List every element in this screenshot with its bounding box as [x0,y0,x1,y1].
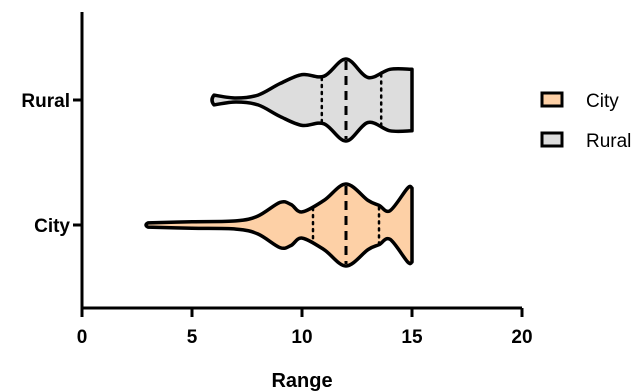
x-tick-label: 10 [291,327,312,348]
x-tick-label: 20 [511,327,532,348]
legend-swatch-city [540,91,564,108]
x-tick-label: 5 [187,327,198,348]
legend-swatch-rural [540,131,564,148]
x-axis-title: Range [271,370,332,392]
y-axis-categories: Rural City [21,91,82,237]
y-category-label: Rural [21,91,70,112]
legend: City Rural [540,91,631,152]
x-tick-label: 15 [401,327,423,348]
plot-area [144,57,414,268]
y-category-label: City [34,216,70,237]
x-tick-label: 0 [77,327,88,348]
x-axis-ticks: 0 5 10 15 20 [77,308,533,348]
violin-city [144,182,414,268]
violin-rural [210,57,414,143]
legend-label-city: City [586,91,619,112]
legend-label-rural: Rural [586,131,631,152]
